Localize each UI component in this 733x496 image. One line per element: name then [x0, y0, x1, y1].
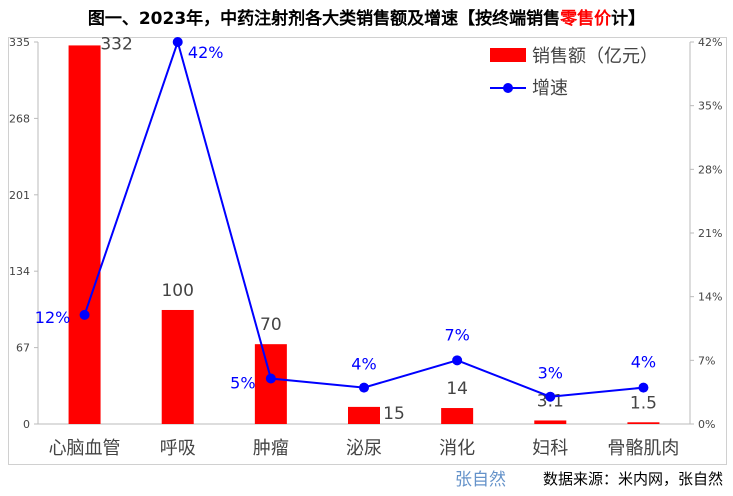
- legend-line-label: 增速: [532, 78, 568, 99]
- left-tick-label: 0: [23, 418, 30, 431]
- growth-data-label: 7%: [444, 325, 469, 344]
- right-tick-label: 7%: [698, 354, 715, 367]
- bar-呼吸: [161, 309, 194, 424]
- legend-line-marker: [503, 83, 513, 93]
- left-tick-label: 335: [9, 36, 30, 49]
- source-note: 数据来源：米内网，张自然: [542, 470, 723, 488]
- left-tick-label: 67: [16, 342, 30, 355]
- x-tick-label: 心脑血管: [49, 438, 121, 459]
- right-tick-label: 28%: [698, 163, 722, 176]
- right-tick-label: 21%: [698, 227, 722, 240]
- x-tick-label: 消化: [439, 438, 475, 459]
- growth-point: [638, 382, 649, 393]
- growth-data-label: 4%: [351, 355, 376, 374]
- right-tick-label: 42%: [698, 36, 722, 49]
- right-tick-label: 35%: [698, 100, 722, 113]
- right-tick-label: 0%: [698, 418, 715, 431]
- bar-data-label: 1.5: [630, 393, 657, 413]
- growth-data-label: 12%: [35, 308, 71, 327]
- chart-title: 图一、2023年，中药注射剂各大类销售额及增速【按终端销售零售价计】: [0, 4, 733, 29]
- bar-data-label: 15: [383, 404, 405, 424]
- bar-泌尿: [348, 406, 380, 424]
- x-tick-label: 妇科: [532, 438, 568, 459]
- right-tick-label: 14%: [698, 291, 722, 304]
- x-tick-label: 骨骼肌肉: [607, 438, 679, 459]
- growth-point: [265, 373, 276, 384]
- left-tick-label: 201: [9, 189, 30, 202]
- left-tick-label: 268: [9, 112, 30, 125]
- growth-point: [452, 355, 463, 366]
- bar-data-label: 70: [260, 315, 282, 335]
- bar-data-label: 14: [446, 379, 468, 399]
- bar-心脑血管: [68, 45, 101, 424]
- growth-data-label: 4%: [631, 353, 656, 372]
- left-tick-label: 134: [9, 265, 30, 278]
- chart-frame: [8, 37, 727, 465]
- bar-骨骼肌肉: [627, 422, 660, 424]
- bar-妇科: [534, 420, 567, 424]
- growth-data-label: 5%: [230, 374, 255, 393]
- growth-point: [79, 309, 90, 320]
- legend-bar-label: 销售额（亿元）: [532, 46, 658, 67]
- x-tick-label: 泌尿: [346, 438, 382, 459]
- title-highlight: 零售价: [560, 9, 612, 29]
- growth-point: [545, 391, 556, 402]
- bar-肿瘤: [254, 344, 287, 424]
- growth-data-label: 42%: [188, 43, 224, 62]
- title-end: 计】: [611, 9, 646, 29]
- growth-data-label: 3%: [538, 364, 563, 383]
- title-main: 图一、2023年，中药注射剂各大类销售额及增速【按终端销售: [87, 9, 561, 29]
- watermark: 张自然: [455, 470, 506, 490]
- legend-bar-swatch: [490, 48, 526, 62]
- growth-point: [359, 382, 369, 393]
- x-tick-label: 肿瘤: [253, 438, 289, 459]
- growth-point: [172, 37, 183, 47]
- bar-消化: [441, 408, 474, 424]
- bar-data-label: 100: [161, 281, 193, 301]
- bar-data-label: 332: [100, 34, 132, 54]
- x-tick-label: 呼吸: [160, 438, 196, 459]
